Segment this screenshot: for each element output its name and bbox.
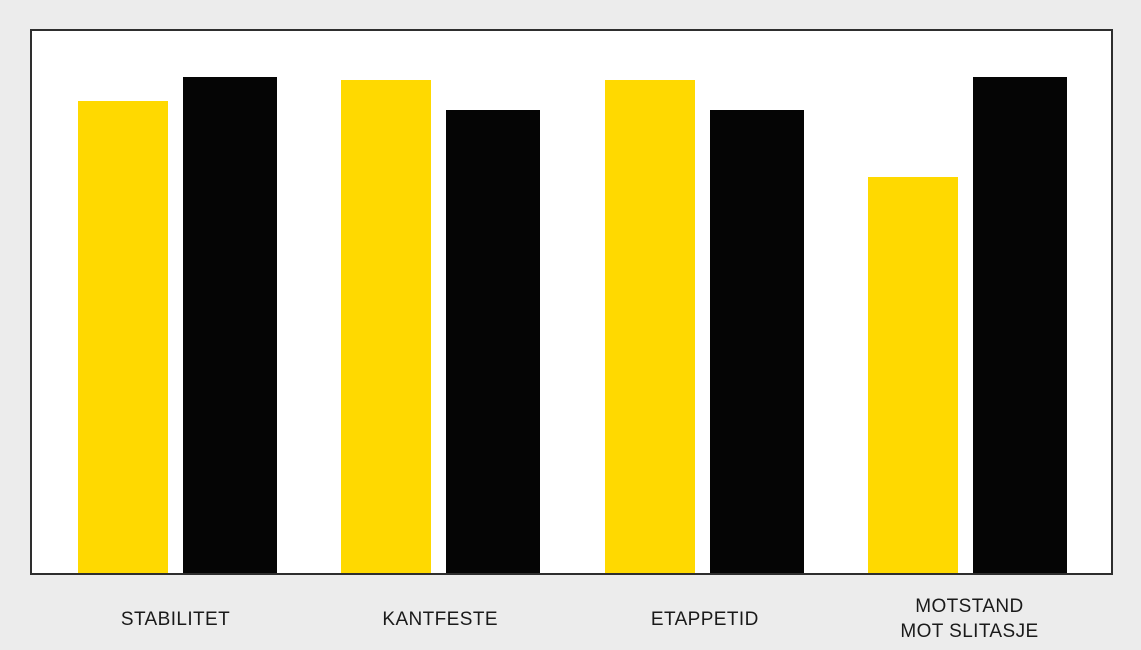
bar-group-etappetid [604,31,804,573]
category-labels-row: STABILITET KANTFESTE ETAPPETID MOTSTAND MOT… [30,592,1113,646]
category-label-etappetid: ETAPPETID [650,608,759,630]
bar-motstand-mot-slitasje-black-bar [972,77,1067,573]
category-label-motstand-mot-slitasje: MOTSTAND MOT SLITASJE [900,596,1039,642]
plot-area [30,29,1113,575]
bar-motstand-mot-slitasje-yellow-bar [867,177,958,573]
bar-etappetid-yellow-bar [604,79,695,573]
bars-row [32,31,1111,573]
category-label-stabilitet: STABILITET [120,608,231,630]
bar-kantfeste-yellow-bar [341,79,432,573]
bar-group-motstand-mot-slitasje [867,31,1067,573]
bar-group-kantfeste [341,31,541,573]
bar-stabilitet-yellow-bar [78,101,168,573]
bar-group-stabilitet [78,31,277,573]
bar-etappetid-black-bar [709,109,804,573]
category-label-kantfeste: KANTFESTE [382,608,498,630]
bar-stabilitet-black-bar [183,77,277,573]
bar-kantfeste-black-bar [446,109,541,573]
